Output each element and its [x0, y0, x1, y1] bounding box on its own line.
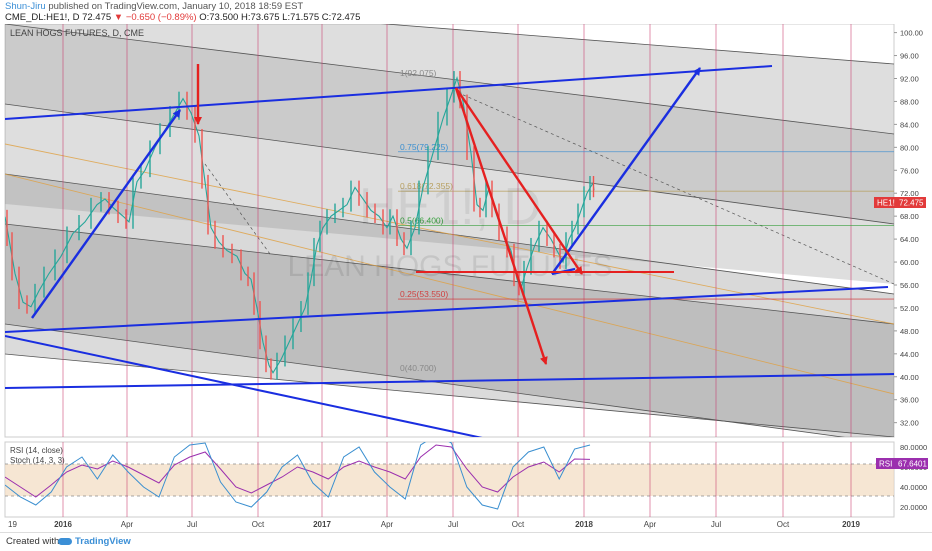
price-tick-label: 92.00 — [900, 74, 919, 83]
rsi-title: RSI (14, close) — [10, 446, 63, 455]
time-tick-label: Apr — [381, 520, 394, 529]
time-tick-label: 2017 — [313, 520, 331, 529]
channel-bottom-line[interactable] — [5, 335, 548, 452]
price-tick-label: 68.00 — [900, 212, 919, 221]
red-projection-arrow-1[interactable] — [454, 87, 548, 365]
upper-trendline[interactable] — [5, 65, 773, 120]
price-tick-label: 36.00 — [900, 396, 919, 405]
blue-wave-arrow-2[interactable] — [551, 67, 701, 275]
price-tick-label: 48.00 — [900, 327, 919, 336]
red-projection-arrow-2[interactable] — [455, 87, 583, 275]
blue-wave-arrow-1[interactable] — [31, 109, 181, 319]
time-tick-label: Jul — [711, 520, 721, 529]
time-tick-label: Jul — [448, 520, 458, 529]
fib-level-label: 0.5(66.400) — [400, 215, 444, 225]
price-tick-label: 72.00 — [900, 189, 919, 198]
created-with-label: Created with — [6, 536, 60, 547]
last-price: 72.475 — [82, 12, 112, 23]
last-price-symbol: HE1! — [877, 199, 895, 208]
price-tick-label: 64.00 — [900, 235, 919, 244]
lower-trendline[interactable] — [5, 373, 894, 389]
price-tick-label: 44.00 — [900, 350, 919, 359]
author-link[interactable]: Shun-Jiru — [5, 1, 46, 12]
price-chart[interactable]: 0.75(79.225) 0.618(72.355) 0.5(66.400) 0.25… — [0, 24, 932, 532]
stoch-title: Stoch (14, 3, 3) — [10, 456, 65, 465]
rsi-tick-label: 20.0000 — [900, 503, 927, 512]
fib-level-label: 0.25(53.550) — [400, 289, 448, 299]
tradingview-logo[interactable]: TradingView — [58, 536, 131, 547]
time-tick-label: Oct — [252, 520, 265, 529]
price-tick-label: 76.00 — [900, 166, 919, 175]
price-tick-label: 96.00 — [900, 52, 919, 61]
symbol-name[interactable]: CME_DL:HE1!, D — [5, 12, 80, 23]
footer: Created with TradingView — [0, 532, 932, 551]
fib-retracement: 0.75(79.225) 0.618(72.355) 0.5(66.400) 0.25… — [398, 68, 894, 373]
watermark-name: LEAN HOGS FUTURES — [287, 250, 612, 283]
time-axis[interactable]: 19 2016 Apr Jul Oct 2017 Apr Jul Oct 2018 Apr Jul Oc… — [8, 520, 860, 529]
down-arrow-icon: ▼ — [113, 12, 124, 23]
symbol-line: CME_DL:HE1!, D 72.475 ▼ −0.650 (−0.89%) … — [5, 12, 360, 23]
time-tick-label: 2019 — [842, 520, 860, 529]
publish-line: Shun-Jiru published on TradingView.com, … — [5, 1, 303, 12]
fib-level-label: 1(92.075) — [400, 68, 437, 78]
brand-name: TradingView — [75, 536, 131, 547]
time-tick-label: 2018 — [575, 520, 593, 529]
price-tick-label: 88.00 — [900, 97, 919, 106]
price-tick-label: 84.00 — [900, 120, 919, 129]
fib-level-label: 0(40.700) — [400, 363, 437, 373]
time-tick-label: 19 — [8, 520, 17, 529]
price-tick-label: 52.00 — [900, 304, 919, 313]
rsi-tick-label: 80.0000 — [900, 443, 927, 452]
trend-drawings — [5, 64, 894, 452]
rsi-pane: RSI (14, close) Stoch (14, 3, 3) 80.0000… — [4, 441, 928, 518]
regression-channels — [5, 24, 894, 437]
price-tick-label: 100.00 — [900, 29, 923, 38]
price-tick-label: 40.00 — [900, 373, 919, 382]
price-tick-label: 80.00 — [900, 143, 919, 152]
publish-info: published on TradingView.com, January 10… — [48, 1, 304, 12]
rsi-tick-label: 40.0000 — [900, 483, 927, 492]
chart-title: LEAN HOGS FUTURES, D, CME — [10, 28, 144, 38]
time-tick-label: Oct — [512, 520, 525, 529]
ohlc-values: O:73.500 H:73.675 L:71.575 C:72.475 — [199, 12, 361, 23]
price-tick-label: 56.00 — [900, 281, 919, 290]
time-tick-label: Apr — [121, 520, 134, 529]
cloud-icon — [58, 537, 72, 545]
time-tick-label: Oct — [777, 520, 790, 529]
time-tick-label: Apr — [644, 520, 657, 529]
rsi-last-label: RSI — [879, 460, 892, 469]
price-change: −0.650 (−0.89%) — [125, 12, 197, 23]
rsi-last-value: 67.6401 — [898, 460, 927, 469]
chart-header: Shun-Jiru published on TradingView.com, … — [0, 0, 932, 24]
time-tick-label: Jul — [187, 520, 197, 529]
fib-level-label: 0.75(79.225) — [400, 142, 448, 152]
fib-level-label: 0.618(72.355) — [400, 181, 453, 191]
price-tick-label: 32.00 — [900, 419, 919, 428]
middle-trendline[interactable] — [5, 286, 889, 333]
last-price-value: 72.475 — [899, 199, 924, 208]
price-axis[interactable]: 100.00 96.00 92.00 88.00 84.00 80.00 76.00 72.0… — [894, 29, 923, 428]
last-price-marker: HE1! 72.475 — [874, 197, 926, 208]
price-tick-label: 60.00 — [900, 258, 919, 267]
time-tick-label: 2016 — [54, 520, 72, 529]
stoch-line — [5, 442, 591, 510]
rsi-line — [5, 444, 591, 498]
